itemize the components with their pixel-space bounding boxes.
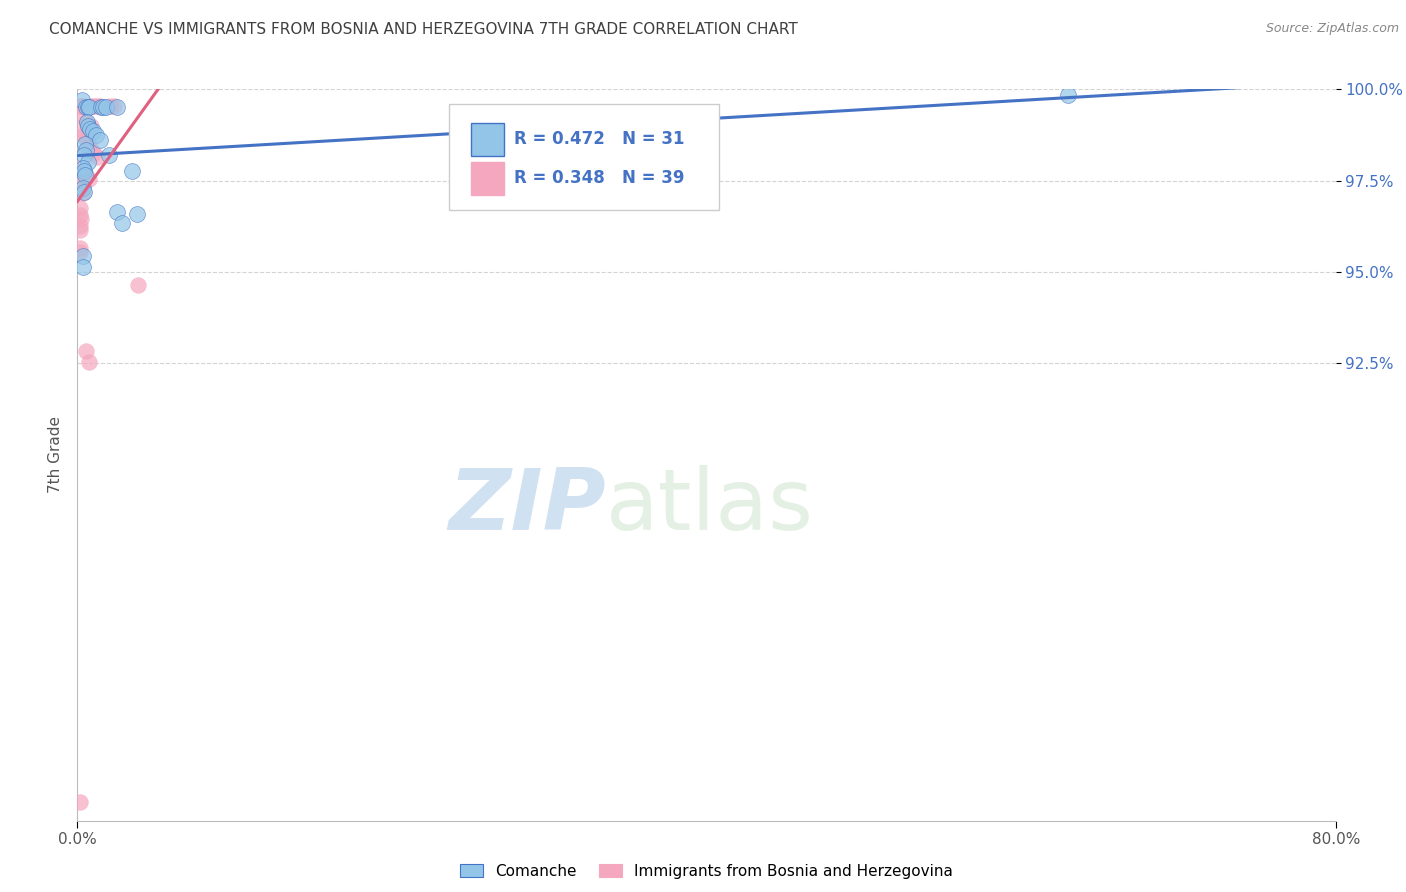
- Point: [77, 119, 100, 133]
- Point: [127, 206, 149, 220]
- Point: [73, 112, 96, 126]
- Text: ZIP: ZIP: [449, 465, 606, 548]
- Point: [83, 98, 105, 112]
- Point: [91, 100, 114, 114]
- Point: [69, 241, 91, 255]
- Point: [75, 131, 97, 145]
- Point: [83, 146, 105, 161]
- Point: [75, 168, 97, 182]
- Point: [75, 115, 97, 129]
- Point: [79, 122, 101, 136]
- Point: [98, 98, 121, 112]
- Point: [77, 100, 100, 114]
- Point: [80, 143, 103, 157]
- Point: [70, 98, 93, 112]
- Point: [72, 249, 94, 263]
- Point: [107, 204, 129, 219]
- Point: [77, 171, 100, 186]
- Point: [69, 98, 91, 112]
- Point: [72, 124, 94, 138]
- Point: [76, 135, 98, 149]
- Point: [80, 119, 103, 133]
- Point: [103, 98, 125, 112]
- Text: atlas: atlas: [606, 465, 814, 548]
- Point: [72, 186, 94, 201]
- Point: [89, 133, 111, 147]
- Text: R = 0.348   N = 39: R = 0.348 N = 39: [515, 169, 685, 187]
- Point: [111, 216, 134, 230]
- Point: [75, 343, 97, 358]
- Point: [73, 128, 96, 142]
- Point: [72, 260, 94, 274]
- Text: COMANCHE VS IMMIGRANTS FROM BOSNIA AND HERZEGOVINA 7TH GRADE CORRELATION CHART: COMANCHE VS IMMIGRANTS FROM BOSNIA AND H…: [49, 22, 799, 37]
- Point: [76, 119, 98, 133]
- Point: [75, 168, 97, 182]
- Point: [69, 244, 91, 259]
- FancyBboxPatch shape: [471, 123, 503, 156]
- Point: [76, 115, 98, 129]
- Point: [72, 164, 94, 178]
- Legend: Comanche, Immigrants from Bosnia and Herzegovina: Comanche, Immigrants from Bosnia and Her…: [460, 863, 953, 879]
- Point: [84, 128, 107, 142]
- Point: [80, 98, 103, 112]
- Point: [97, 148, 120, 162]
- Point: [70, 93, 93, 107]
- Point: [73, 148, 96, 162]
- Point: [75, 143, 97, 157]
- Point: [70, 183, 93, 197]
- Point: [73, 164, 96, 178]
- Point: [75, 136, 97, 151]
- Point: [89, 98, 111, 112]
- Point: [107, 100, 129, 114]
- Point: [121, 164, 143, 178]
- Point: [72, 161, 94, 175]
- Point: [76, 155, 98, 169]
- Point: [69, 208, 91, 222]
- Point: [77, 354, 100, 368]
- Point: [70, 212, 93, 227]
- Y-axis label: 7th Grade: 7th Grade: [48, 417, 63, 493]
- Text: Source: ZipAtlas.com: Source: ZipAtlas.com: [1265, 22, 1399, 36]
- Point: [72, 98, 94, 112]
- Point: [77, 139, 100, 153]
- Point: [96, 100, 118, 114]
- FancyBboxPatch shape: [449, 103, 718, 210]
- Point: [69, 179, 91, 194]
- Point: [70, 161, 93, 175]
- Point: [86, 98, 108, 112]
- Point: [69, 219, 91, 234]
- Point: [76, 100, 98, 114]
- Text: R = 0.472   N = 31: R = 0.472 N = 31: [515, 130, 685, 148]
- Point: [69, 795, 91, 809]
- Point: [86, 150, 108, 164]
- Point: [75, 100, 97, 114]
- Point: [82, 124, 104, 138]
- Point: [127, 277, 149, 292]
- Point: [69, 201, 91, 215]
- FancyBboxPatch shape: [471, 161, 503, 195]
- Point: [1057, 87, 1080, 102]
- Point: [73, 185, 96, 199]
- Point: [72, 181, 94, 195]
- Point: [90, 100, 112, 114]
- Point: [69, 223, 91, 237]
